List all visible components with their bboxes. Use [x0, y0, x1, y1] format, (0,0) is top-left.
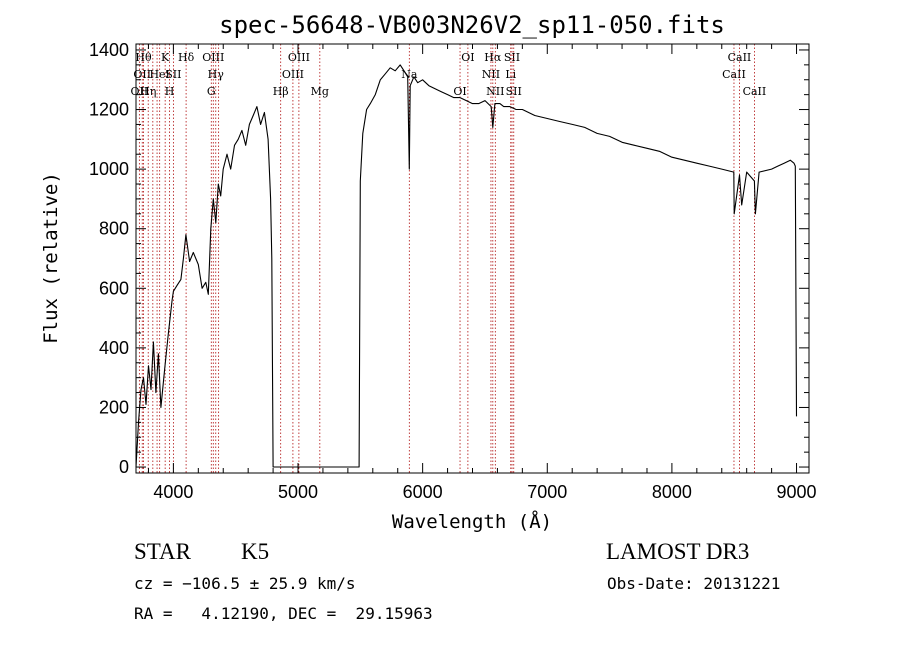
line-marker-label: NII	[486, 85, 504, 98]
x-tick-label: 7000	[527, 482, 567, 502]
y-tick-label: 800	[99, 219, 129, 239]
line-marker-label: OIII	[282, 68, 304, 81]
redshift-velocity: cz = −106.5 ± 25.9 km/s	[134, 574, 356, 593]
line-marker-label: CaII	[722, 68, 746, 81]
y-tick-label: 0	[119, 457, 129, 477]
line-marker-label: G	[207, 85, 216, 98]
line-marker-label: SII	[506, 85, 522, 98]
line-marker-label: OI	[461, 51, 474, 64]
line-marker-label: Mg	[311, 85, 329, 98]
line-marker-label: SII	[165, 68, 181, 81]
y-tick-label: 200	[99, 397, 129, 417]
observation-date: Obs-Date: 20131221	[607, 574, 781, 593]
line-marker-label: Hβ	[273, 85, 289, 98]
survey-name: LAMOST DR3	[606, 539, 750, 564]
line-marker-label: Hα	[484, 51, 502, 64]
line-marker-label: OII	[133, 68, 151, 81]
line-marker-label: OI	[453, 85, 466, 98]
line-marker-label: H	[165, 85, 175, 98]
flux-series	[135, 64, 798, 468]
x-tick-label: 6000	[403, 482, 443, 502]
line-marker-label: K	[161, 51, 170, 64]
line-marker-label: Hδ	[178, 51, 195, 64]
x-tick-label: 4000	[153, 482, 193, 502]
line-marker-label: HeI	[149, 68, 169, 81]
line-marker-label: Li	[505, 68, 516, 81]
x-tick-label: 8000	[652, 482, 692, 502]
x-axis-label: Wavelength (Å)	[392, 510, 552, 533]
line-marker-label: Hγ	[208, 68, 225, 81]
y-axis-label: Flux (relative)	[40, 172, 62, 344]
line-marker-label: OIII	[202, 51, 224, 64]
line-markers: OII OII Hθ Hη HeI K H SII Hδ G OIII Hγ Hβ OIII OIII Mg N…	[131, 44, 767, 473]
line-marker-label: OII	[131, 85, 149, 98]
flux-line	[135, 64, 798, 468]
coordinates: RA = 4.12190, DEC = 29.15963	[134, 604, 433, 623]
x-tick-label: 9000	[777, 482, 817, 502]
line-marker-label: Hη	[140, 85, 156, 98]
line-marker-label: SII	[504, 51, 520, 64]
line-marker-label: CaII	[728, 51, 752, 64]
object-subclass: K5	[241, 539, 270, 564]
y-tick-label: 1200	[89, 100, 129, 120]
line-marker-label: CaII	[743, 85, 767, 98]
chart-title: spec-56648-VB003N26V2_sp11-050.fits	[219, 11, 725, 39]
y-tick-label: 1000	[89, 159, 129, 179]
y-tick-label: 600	[99, 278, 129, 298]
object-class: STAR	[134, 539, 191, 564]
y-axis-ticks: 0 200 400 600 800 1000 1200 1400	[89, 40, 809, 477]
line-marker-label: NII	[482, 68, 500, 81]
line-marker-label: OIII	[288, 51, 310, 64]
line-marker-label: Hθ	[135, 51, 152, 64]
plot-frame	[135, 43, 810, 474]
x-axis-ticks: 4000 5000 6000 7000 8000 9000	[147, 44, 817, 502]
y-tick-label: 400	[99, 338, 129, 358]
y-tick-label: 1400	[89, 40, 129, 60]
x-tick-label: 5000	[278, 482, 318, 502]
